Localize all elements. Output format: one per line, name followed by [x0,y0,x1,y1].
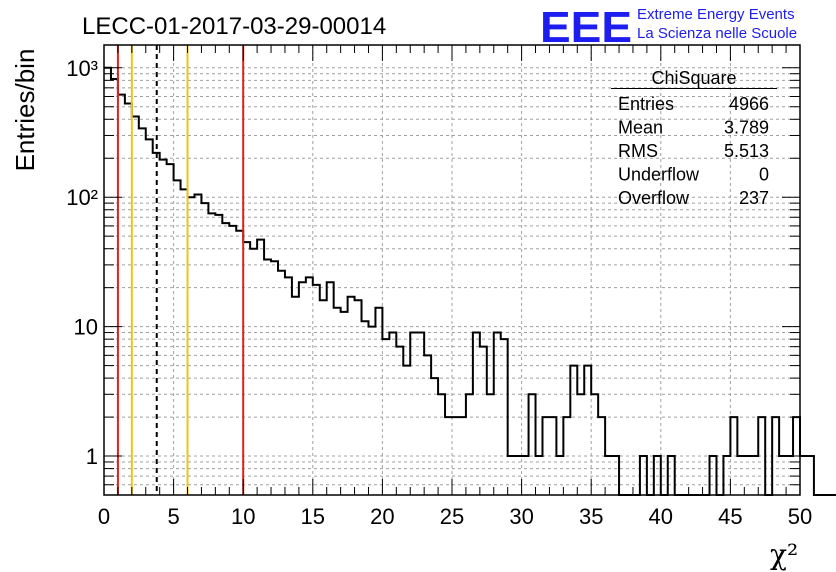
y-tick-label: 10² [66,185,98,210]
stats-label: Overflow [618,188,690,208]
y-tick-label: 10 [74,315,98,340]
x-tick-label: 20 [370,504,394,529]
y-tick-label: 10³ [66,56,98,81]
y-axis-label: Entries/bin [10,49,40,172]
stats-value: 3.789 [724,118,769,138]
x-tick-label: 25 [440,504,464,529]
stats-title: ChiSquare [651,68,736,88]
x-tick-label: 40 [649,504,673,529]
stats-value: 4966 [729,94,769,114]
stats-header-rule [611,88,777,89]
stats-value: 237 [739,188,769,208]
logo-letters: EEE [540,3,632,52]
x-tick-label: 5 [167,504,179,529]
stats-box: ChiSquare Entries 4966 Mean 3.789 RMS 5.513 Un… [611,68,777,208]
x-tick-label: 0 [98,504,110,529]
stats-label: RMS [618,141,658,161]
eee-logo: EEE Extreme Energy Events La Scienza nel… [540,3,797,52]
x-tick-label: 10 [231,504,255,529]
x-tick-labels: 0 5 10 15 20 25 30 35 40 45 50 [98,504,812,529]
stats-label: Mean [618,118,663,138]
x-tick-label: 15 [301,504,325,529]
y-tick-label: 1 [86,444,98,469]
x-tick-label: 30 [509,504,533,529]
logo-line-2: La Scienza nelle Scuole [637,25,797,42]
stats-value: 5.513 [724,141,769,161]
x-tick-label: 35 [579,504,603,529]
logo-line-1: Extreme Energy Events [637,6,795,23]
axis-ticks [103,45,801,496]
stats-value: 0 [759,165,769,185]
grid [104,45,800,495]
stats-label: Underflow [618,165,700,185]
y-tick-labels: 1 10 10² 10³ [66,56,98,469]
x-tick-label: 50 [788,504,812,529]
x-axis-label: χ² [770,538,798,571]
chart-title: LECC-01-2017-03-29-00014 [82,13,386,40]
x-tick-label: 45 [718,504,742,529]
stats-label: Entries [618,94,674,114]
histogram-line [104,66,836,496]
reference-lines [116,45,245,495]
